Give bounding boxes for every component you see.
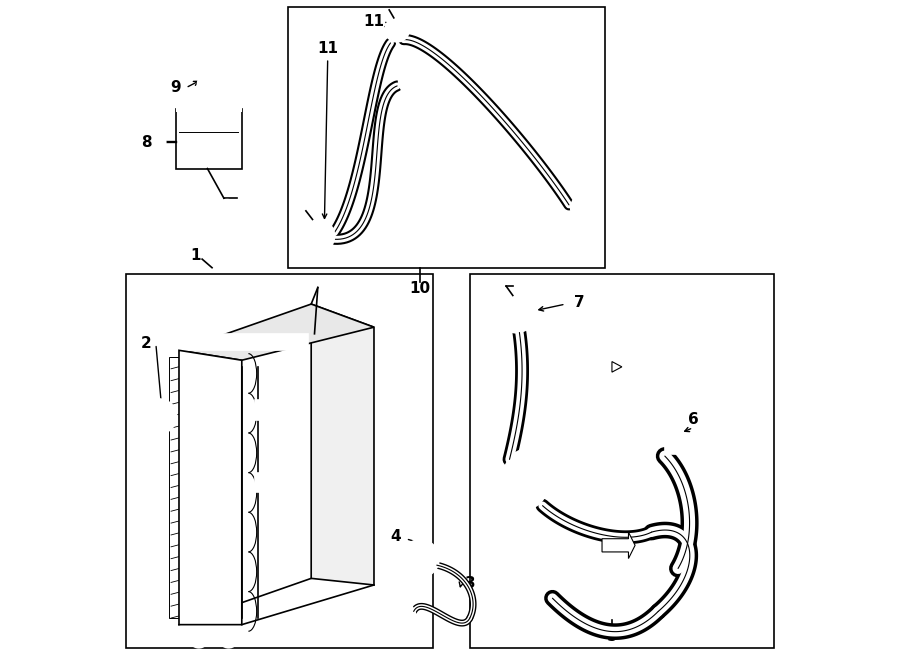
Polygon shape: [612, 362, 622, 372]
Circle shape: [142, 399, 176, 434]
Bar: [470, 274, 774, 648]
Text: 6: 6: [688, 412, 698, 427]
Bar: [288, 7, 606, 268]
Bar: [255, 400, 272, 420]
Ellipse shape: [399, 66, 415, 93]
Text: 3: 3: [464, 576, 475, 590]
Circle shape: [385, 18, 409, 42]
Polygon shape: [311, 304, 374, 585]
Text: 5: 5: [607, 629, 617, 644]
Text: 9: 9: [170, 81, 181, 95]
Circle shape: [189, 628, 209, 648]
Polygon shape: [602, 532, 635, 559]
Circle shape: [379, 600, 416, 637]
Circle shape: [409, 547, 431, 570]
Polygon shape: [179, 304, 374, 360]
Text: 11: 11: [317, 41, 338, 56]
Circle shape: [401, 540, 439, 577]
Text: 10: 10: [410, 282, 431, 296]
Polygon shape: [179, 350, 242, 625]
Circle shape: [386, 607, 409, 629]
Bar: [126, 274, 434, 648]
Circle shape: [390, 22, 404, 37]
Ellipse shape: [181, 96, 237, 122]
Bar: [176, 109, 242, 169]
Bar: [176, 96, 242, 112]
Circle shape: [149, 407, 169, 426]
Bar: [579, 359, 612, 375]
Circle shape: [302, 219, 334, 253]
Circle shape: [577, 200, 594, 217]
Text: 4: 4: [391, 529, 401, 544]
Circle shape: [219, 628, 238, 648]
Bar: [665, 440, 694, 454]
Bar: [200, 89, 224, 99]
Text: 8: 8: [140, 135, 151, 149]
Ellipse shape: [527, 530, 544, 547]
Circle shape: [308, 226, 328, 246]
Text: 1: 1: [190, 249, 201, 263]
Bar: [173, 334, 308, 350]
Circle shape: [203, 76, 220, 93]
Circle shape: [571, 194, 600, 223]
Circle shape: [522, 541, 530, 549]
Ellipse shape: [673, 436, 685, 446]
Ellipse shape: [511, 457, 541, 501]
Ellipse shape: [519, 522, 559, 555]
Circle shape: [265, 403, 278, 416]
Text: 2: 2: [140, 336, 151, 351]
Circle shape: [547, 527, 555, 535]
Circle shape: [498, 295, 535, 332]
Polygon shape: [169, 357, 195, 618]
Ellipse shape: [503, 449, 549, 509]
Circle shape: [219, 200, 236, 217]
Text: 11: 11: [364, 14, 384, 28]
Bar: [255, 473, 272, 492]
Circle shape: [152, 136, 166, 149]
Circle shape: [197, 70, 227, 99]
Circle shape: [505, 303, 527, 325]
Circle shape: [265, 476, 278, 489]
Text: 7: 7: [573, 295, 584, 309]
